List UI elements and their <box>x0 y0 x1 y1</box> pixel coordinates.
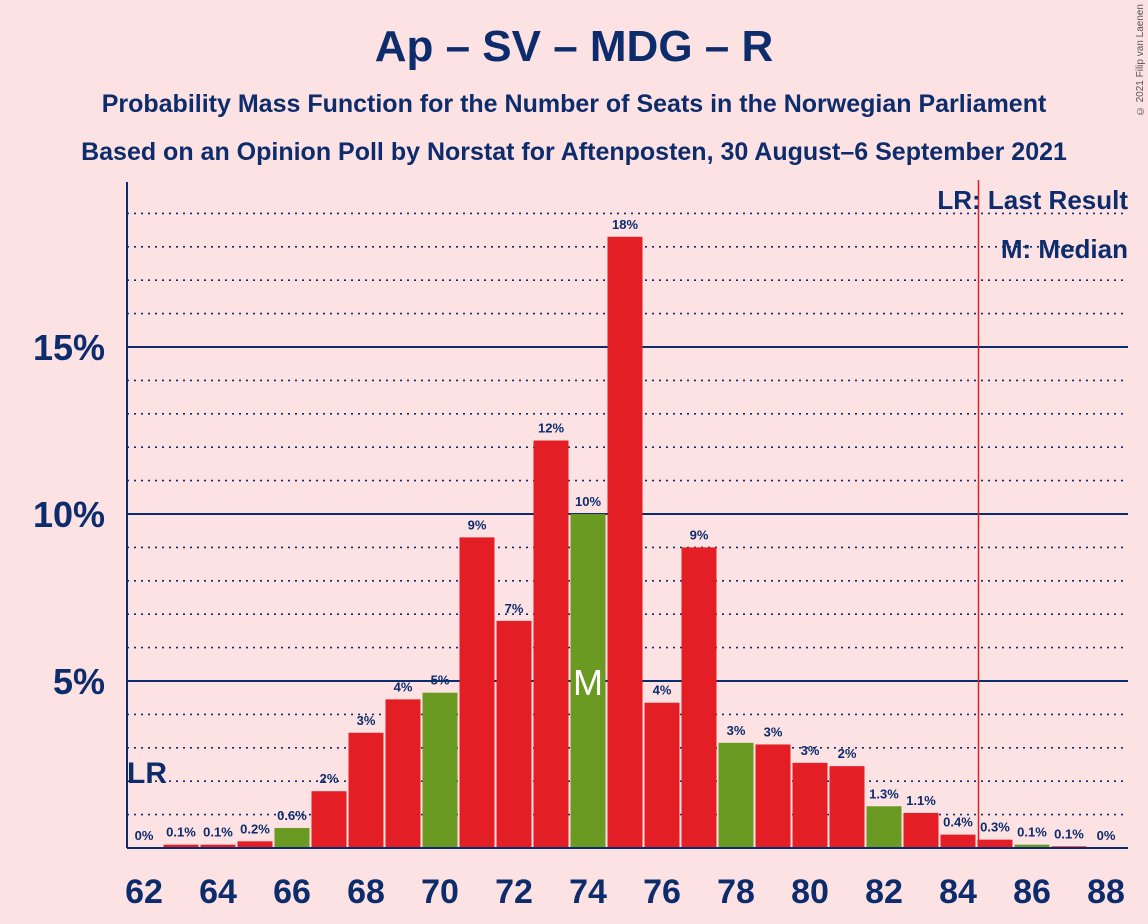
bar-seat-73 <box>533 440 569 848</box>
bar-label-seat-67: 2% <box>320 771 339 786</box>
bar-label-seat-79: 3% <box>764 724 783 739</box>
bar-seat-76 <box>644 702 680 848</box>
bar-seat-63 <box>163 844 199 848</box>
bar-label-seat-69: 4% <box>394 679 413 694</box>
bar-seat-72 <box>496 620 532 848</box>
bars-group <box>163 236 1087 848</box>
bar-seat-81 <box>829 766 865 848</box>
bar-seat-83 <box>903 812 939 848</box>
bar-label-seat-77: 9% <box>690 527 709 542</box>
last-result-label: LR <box>127 757 167 790</box>
median-marker: M <box>573 662 603 703</box>
bar-label-seat-63: 0.1% <box>166 825 196 840</box>
bar-seat-84 <box>940 834 976 848</box>
bar-label-seat-72: 7% <box>505 601 524 616</box>
bar-label-seat-64: 0.1% <box>203 825 233 840</box>
bar-seat-68 <box>348 732 384 848</box>
bar-label-seat-88: 0% <box>1097 828 1116 843</box>
bar-seat-71 <box>459 537 495 848</box>
bar-label-seat-68: 3% <box>357 713 376 728</box>
bar-label-seat-81: 2% <box>838 746 857 761</box>
bar-seat-67 <box>311 791 347 848</box>
bar-label-seat-71: 9% <box>468 517 487 532</box>
x-tick-label: 68 <box>347 873 385 911</box>
y-tick-label: 5% <box>53 661 105 702</box>
bar-seat-78 <box>718 742 754 848</box>
bar-seat-64 <box>200 844 236 848</box>
x-tick-label: 74 <box>569 873 607 911</box>
bar-label-seat-84: 0.4% <box>943 815 973 830</box>
bar-seat-82 <box>866 806 902 848</box>
x-tick-label: 86 <box>1013 873 1051 911</box>
bar-seat-80 <box>792 762 828 848</box>
bar-label-seat-74: 10% <box>575 494 601 509</box>
bar-label-seat-85: 0.3% <box>980 820 1010 835</box>
bar-label-seat-66: 0.6% <box>277 808 307 823</box>
x-tick-label: 62 <box>125 873 163 911</box>
bar-label-seat-82: 1.3% <box>869 786 899 801</box>
bar-seat-66 <box>274 827 310 848</box>
y-tick-label: 10% <box>33 494 105 535</box>
chart-subtitle: Probability Mass Function for the Number… <box>101 90 1047 118</box>
bar-label-seat-76: 4% <box>653 683 672 698</box>
x-tick-label: 82 <box>865 873 903 911</box>
bar-seat-69 <box>385 699 421 848</box>
chart-title: Ap – SV – MDG – R <box>374 22 774 71</box>
bar-label-seat-86: 0.1% <box>1017 825 1047 840</box>
bar-label-seat-70: 5% <box>431 673 450 688</box>
x-tick-label: 66 <box>273 873 311 911</box>
bar-label-seat-87: 0.1% <box>1054 826 1084 841</box>
x-tick-label: 70 <box>421 873 459 911</box>
bar-label-seat-73: 12% <box>538 421 564 436</box>
copyright-text: © 2021 Filip van Laenen <box>1135 4 1146 117</box>
bar-label-seat-78: 3% <box>727 723 746 738</box>
x-tick-label: 76 <box>643 873 681 911</box>
bar-label-seat-80: 3% <box>801 743 820 758</box>
bar-label-seat-62: 0% <box>135 828 154 843</box>
x-tick-label: 84 <box>939 873 977 911</box>
legend-last-result: LR: Last Result <box>937 185 1128 215</box>
y-tick-label: 15% <box>33 327 105 368</box>
bar-seat-79 <box>755 744 791 848</box>
x-tick-label: 80 <box>791 873 829 911</box>
legend-median: M: Median <box>1001 234 1128 264</box>
bar-seat-85 <box>977 839 1013 848</box>
bar-labels-group: 0% 0.1% 0.1% 0.2% 0.6% 2% 3% 4% 5% 9% 7% 12% 10% 18% 4… <box>127 180 1116 848</box>
chart-source: Based on an Opinion Poll by Norstat for … <box>81 138 1067 166</box>
bar-seat-70 <box>422 692 458 848</box>
bar-seat-86 <box>1014 844 1050 848</box>
bar-label-seat-75: 18% <box>612 217 638 232</box>
axes-group: 5% 10% 15% 62 64 66 68 70 72 74 76 78 80 82 84 86 88 <box>33 182 1128 911</box>
bar-label-seat-83: 1.1% <box>906 793 936 808</box>
bar-seat-77 <box>681 547 717 848</box>
x-tick-label: 64 <box>199 873 237 911</box>
bar-label-seat-65: 0.2% <box>240 821 270 836</box>
x-tick-label: 72 <box>495 873 533 911</box>
bar-seat-74 <box>570 514 606 848</box>
x-tick-label: 78 <box>717 873 755 911</box>
bar-seat-65 <box>237 841 273 848</box>
bar-seat-75 <box>607 236 643 848</box>
x-tick-label: 88 <box>1087 873 1125 911</box>
grid-lines <box>127 212 1128 816</box>
